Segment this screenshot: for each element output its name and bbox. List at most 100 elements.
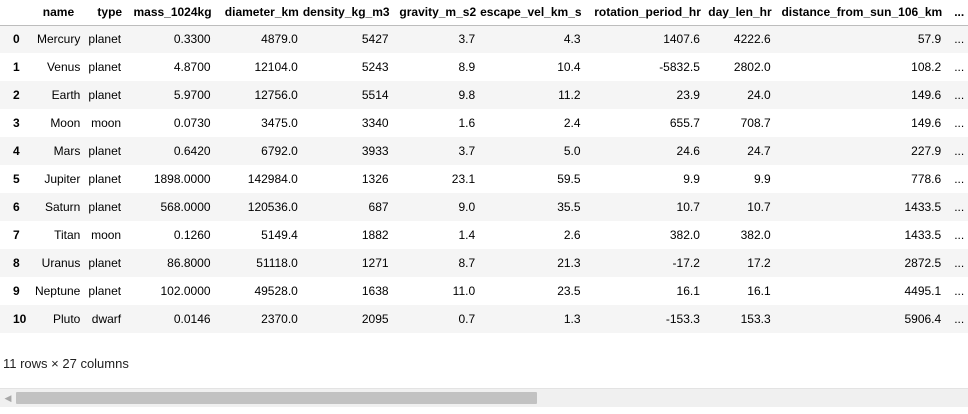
table-row: 0 Mercury planet 0.3300 4879.0 5427 3.7 4.3 1407… [0, 25, 968, 53]
diameter-cell: 12756.0 [254, 88, 298, 102]
diameter-cell: 142984.0 [247, 172, 298, 186]
row-index: 5 [13, 172, 20, 186]
name-cell: Venus [46, 60, 81, 74]
day-length-cell: 17.2 [747, 256, 771, 270]
rotation-period-cell: 24.6 [676, 144, 700, 158]
day-length-cell: 4222.6 [733, 32, 771, 47]
table-row: 7 Titan moon 0.1260 5149.4 1882 1.4 2.6 382.0 382… [0, 221, 968, 249]
mass-cell: 4.8700 [173, 60, 211, 74]
row-index: 3 [13, 116, 20, 130]
diameter-cell: 6792.0 [261, 144, 298, 158]
table-row: 9 Neptune planet 102.0000 49528.0 1638 11.0 23.… [0, 277, 968, 305]
table-row: 6 Saturn planet 568.0000 120536.0 687 9.0 35.5 1… [0, 193, 968, 221]
mass-cell: 86.8000 [167, 256, 211, 270]
ellipsis-cell: ... [954, 284, 965, 298]
density-cell: 5427 [361, 32, 389, 47]
escape-velocity-cell: 21.3 [557, 256, 581, 270]
gravity-cell: 1.6 [458, 116, 476, 130]
gravity-cell: 3.7 [458, 144, 476, 158]
gravity-cell: 8.9 [458, 60, 476, 74]
escape-velocity-cell: 5.0 [563, 144, 581, 158]
distance-from-sun-cell: 1433.5 [904, 200, 942, 214]
index-header [0, 0, 32, 26]
column-header-type: type [85, 0, 127, 26]
column-header-day-length: day_len_hr [704, 0, 776, 26]
mass-cell: 5.9700 [173, 88, 211, 102]
mass-cell: 0.1260 [173, 228, 211, 242]
day-length-cell: 16.1 [747, 284, 771, 298]
table-row: 3 Moon moon 0.0730 3475.0 3340 1.6 2.4 655.7 708.… [0, 109, 968, 137]
column-header-density: density_kg_m3 [302, 0, 394, 26]
type-cell: moon [91, 116, 122, 130]
day-length-cell: 9.9 [753, 172, 771, 186]
distance-from-sun-cell: 57.9 [917, 32, 942, 47]
table-header: name type mass_1024kg diameter_km densit… [0, 0, 968, 26]
type-cell: planet [88, 60, 122, 74]
day-length-cell: 382.0 [740, 228, 771, 242]
column-header-name: name [31, 0, 86, 26]
day-length-cell: 24.7 [747, 144, 771, 158]
rotation-period-cell: 10.7 [676, 200, 700, 214]
day-length-cell: 2802.0 [733, 60, 771, 74]
distance-from-sun-cell: 4495.1 [904, 284, 942, 298]
name-cell: Pluto [52, 312, 81, 326]
name-cell: Mars [53, 144, 81, 158]
escape-velocity-cell: 1.3 [563, 312, 581, 326]
ellipsis-cell: ... [954, 256, 965, 270]
type-cell: moon [91, 228, 122, 242]
header-row: name type mass_1024kg diameter_km densit… [0, 0, 968, 26]
scrollbar-thumb[interactable] [16, 392, 537, 404]
gravity-cell: 1.4 [458, 228, 476, 242]
density-cell: 1638 [361, 284, 389, 298]
rotation-period-cell: 382.0 [669, 228, 700, 242]
name-cell: Moon [50, 116, 81, 130]
ellipsis-cell: ... [954, 32, 965, 47]
triangle-left-icon[interactable]: ◀ [4, 393, 12, 403]
diameter-cell: 51118.0 [256, 256, 298, 270]
row-index: 2 [13, 88, 20, 102]
mass-cell: 1898.0000 [153, 172, 211, 186]
table-row: 1 Venus planet 4.8700 12104.0 5243 8.9 10.4 -583… [0, 53, 968, 81]
escape-velocity-cell: 4.3 [563, 32, 581, 47]
dataframe-table: name type mass_1024kg diameter_km densit… [0, 0, 968, 333]
type-cell: planet [88, 172, 122, 186]
escape-velocity-cell: 2.6 [563, 228, 581, 242]
name-cell: Saturn [44, 200, 81, 214]
name-cell: Jupiter [44, 172, 81, 186]
column-header-distance-from-sun: distance_from_sun_106_km [775, 0, 947, 26]
row-index: 10 [13, 312, 27, 326]
density-cell: 3340 [361, 116, 389, 130]
dataframe-shape-text: 11 rows × 27 columns [3, 356, 129, 371]
density-cell: 1882 [361, 228, 389, 242]
table-row: 10 Pluto dwarf 0.0146 2370.0 2095 0.7 1.3 -153.3… [0, 305, 968, 333]
table-row: 5 Jupiter planet 1898.0000 142984.0 1326 23.1 5… [0, 165, 968, 193]
type-cell: planet [88, 88, 122, 102]
ellipsis-cell: ... [954, 60, 965, 74]
diameter-cell: 12104.0 [254, 60, 298, 74]
row-index: 8 [13, 256, 20, 270]
column-header-gravity: gravity_m_s2 [393, 0, 481, 26]
type-cell: planet [88, 200, 122, 214]
mass-cell: 0.0730 [173, 116, 211, 130]
name-cell: Uranus [41, 256, 81, 270]
density-cell: 3933 [361, 144, 389, 158]
name-cell: Mercury [37, 32, 81, 47]
density-cell: 1271 [361, 256, 389, 270]
table-row: 8 Uranus planet 86.8000 51118.0 1271 8.7 21.3 -1… [0, 249, 968, 277]
gravity-cell: 9.8 [458, 88, 476, 102]
diameter-cell: 3475.0 [261, 116, 298, 130]
row-index: 4 [13, 144, 20, 158]
ellipsis-cell: ... [954, 228, 965, 242]
mass-cell: 0.0146 [173, 312, 211, 326]
table-row: 2 Earth planet 5.9700 12756.0 5514 9.8 11.2 23.9… [0, 81, 968, 109]
column-header-diameter: diameter_km [215, 0, 303, 26]
day-length-cell: 708.7 [740, 116, 771, 130]
row-index: 1 [13, 60, 20, 74]
density-cell: 1326 [361, 172, 389, 186]
name-cell: Titan [54, 228, 81, 242]
type-cell: planet [88, 32, 122, 47]
rotation-period-cell: -5832.5 [659, 60, 700, 74]
escape-velocity-cell: 23.5 [557, 284, 581, 298]
rotation-period-cell: 23.9 [676, 88, 700, 102]
horizontal-scrollbar[interactable]: ◀ [0, 388, 968, 407]
